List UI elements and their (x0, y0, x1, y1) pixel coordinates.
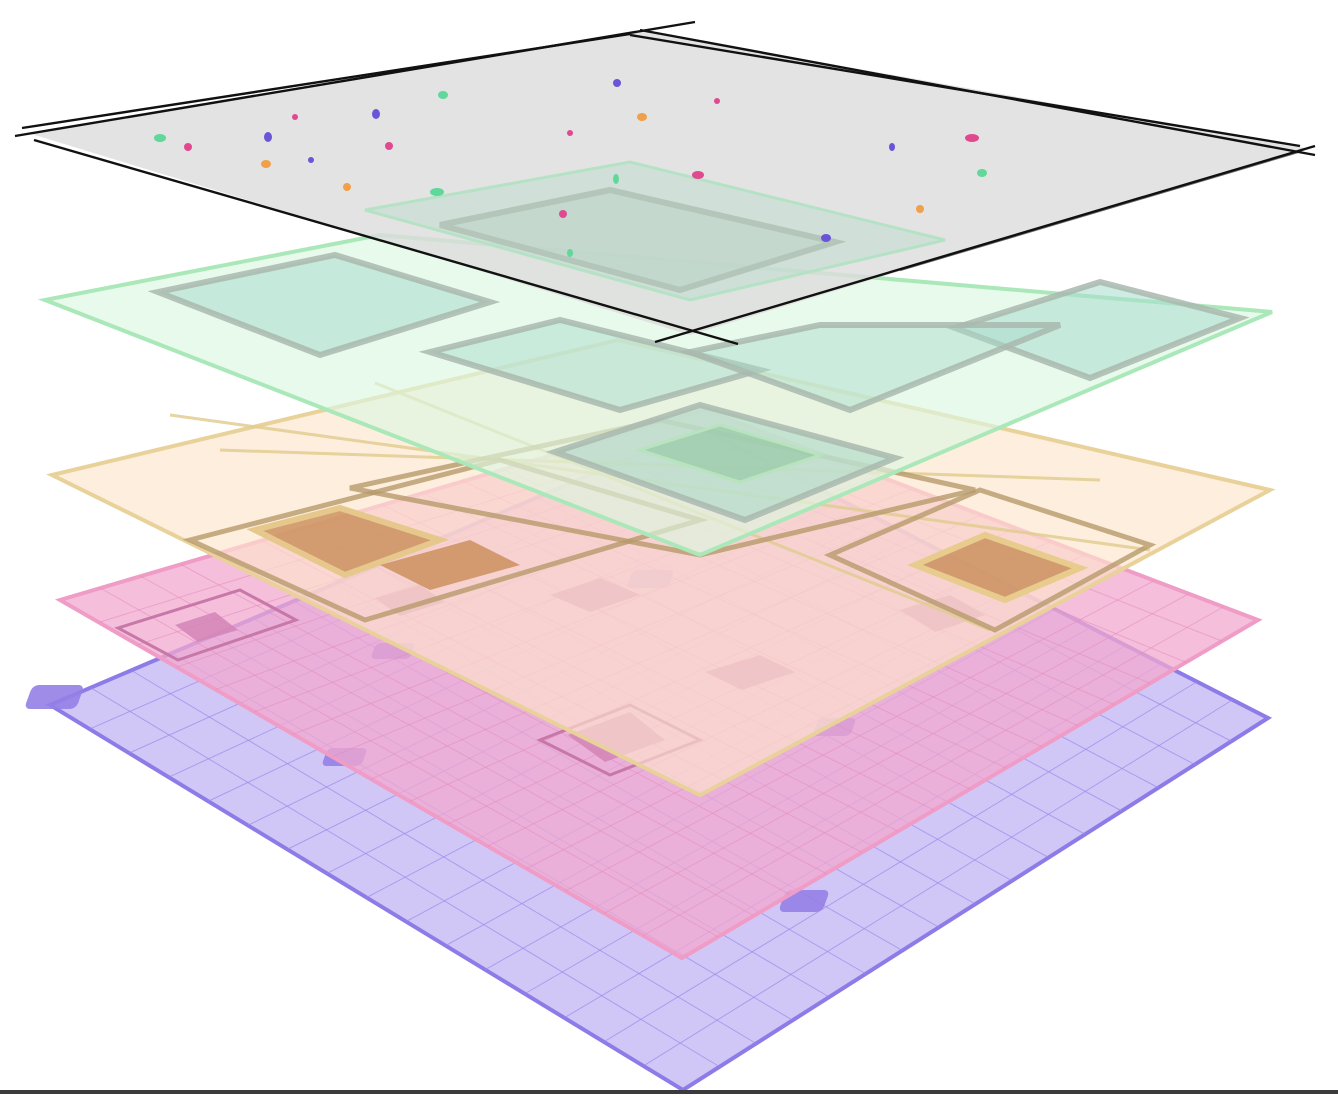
pink-block (114, 588, 300, 662)
green-frame (147, 251, 501, 359)
scatter-dot (184, 143, 192, 151)
orange-block (246, 504, 450, 579)
orange-frame (823, 487, 1157, 633)
grid-line (604, 593, 1190, 914)
green-frame (679, 322, 1062, 414)
orange-block (380, 540, 520, 590)
scatter-dot (637, 113, 647, 121)
grid-line (643, 699, 1233, 1067)
scatter-dot (559, 210, 567, 218)
scatter-dot (567, 249, 573, 257)
gray-inner-frame (439, 186, 847, 294)
scatter-dot (567, 130, 573, 136)
scatter-dot (308, 157, 314, 163)
gray-plane (28, 30, 1305, 335)
green-frame (945, 278, 1250, 382)
green-frames (147, 251, 1250, 524)
pink-block (175, 612, 238, 642)
green-layer (37, 232, 1273, 558)
scatter-dot (821, 234, 831, 242)
scatter-dot (965, 134, 979, 142)
scatter-dot (292, 114, 298, 120)
gray-dots (154, 79, 987, 257)
orange-block (907, 531, 1089, 604)
scatter-dot (613, 79, 621, 87)
gray-outline (14, 20, 1316, 346)
grid-line (603, 681, 1198, 1043)
scatter-dot (343, 183, 351, 191)
scatter-dot (154, 134, 166, 142)
scatter-dot (372, 109, 380, 119)
scatter-dot (889, 143, 895, 151)
scatter-dot (916, 205, 924, 213)
gray-top-layer (14, 20, 1316, 346)
scatter-dot (430, 188, 444, 196)
purple-block (25, 685, 83, 709)
orange-blocks (246, 504, 1089, 604)
grid-line (565, 580, 1155, 892)
grid-line (642, 606, 1224, 937)
bottom-border (0, 1090, 1338, 1094)
scatter-dot (692, 171, 704, 179)
scatter-dot (385, 142, 393, 150)
scatter-dot (977, 169, 987, 177)
scatter-dot (613, 174, 619, 184)
scatter-dot (438, 91, 448, 99)
scatter-dot (714, 98, 720, 104)
green-inner-block (635, 423, 825, 484)
green-frame (418, 316, 772, 414)
scatter-dot (261, 160, 271, 168)
scatter-dot (264, 132, 272, 142)
